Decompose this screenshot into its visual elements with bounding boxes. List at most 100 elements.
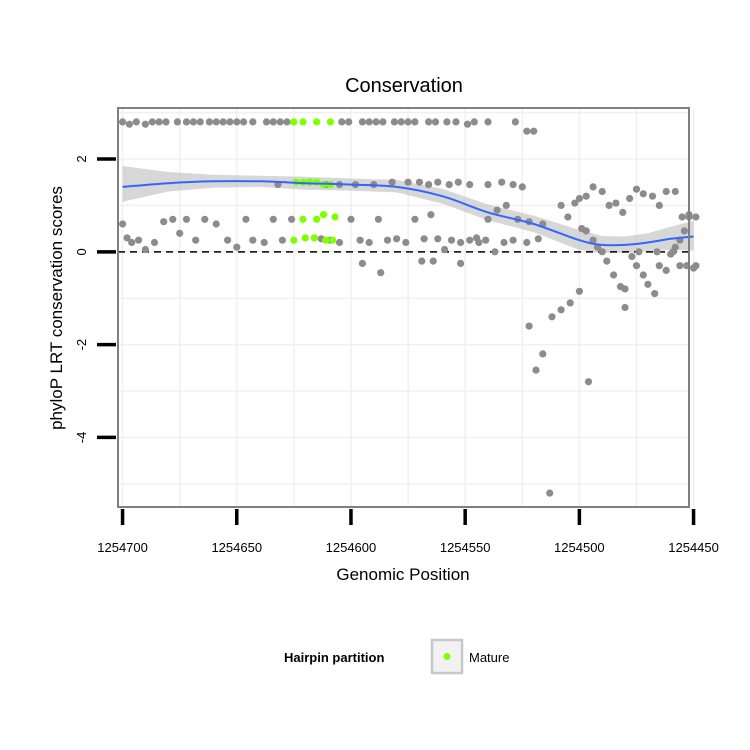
legend: Hairpin partition Mature xyxy=(284,638,509,675)
point-other xyxy=(548,313,556,321)
point-other xyxy=(434,178,442,186)
point-other xyxy=(605,201,613,209)
y-tick-label: -2 xyxy=(74,339,89,351)
point-other xyxy=(621,303,629,312)
x-tick-label: 1254600 xyxy=(326,540,377,555)
point-other xyxy=(692,213,700,221)
point-other xyxy=(132,118,140,126)
point-other xyxy=(445,181,453,189)
point-other xyxy=(655,262,663,270)
point-other xyxy=(619,208,627,216)
point-other xyxy=(347,215,355,223)
point-other xyxy=(402,238,410,247)
point-mature xyxy=(299,118,307,126)
panel-background xyxy=(118,108,689,507)
plot-panel xyxy=(117,107,700,508)
point-other xyxy=(582,227,590,235)
legend-key-mature xyxy=(443,653,451,660)
point-other xyxy=(388,178,396,186)
point-other xyxy=(429,257,437,265)
point-other xyxy=(680,227,689,235)
point-other xyxy=(482,236,490,244)
point-other xyxy=(374,215,382,223)
point-other xyxy=(621,285,629,293)
point-other xyxy=(454,178,462,186)
point-other xyxy=(484,118,492,126)
point-other xyxy=(612,199,620,207)
point-other xyxy=(676,262,684,270)
point-other xyxy=(169,215,177,223)
point-other xyxy=(509,236,517,244)
point-other xyxy=(653,248,661,256)
point-other xyxy=(390,118,398,126)
point-other xyxy=(466,181,474,189)
point-other xyxy=(484,215,492,223)
x-axis-title: Genomic Position xyxy=(336,565,469,584)
point-other xyxy=(473,234,481,242)
point-other xyxy=(603,257,611,265)
point-other xyxy=(192,236,200,244)
point-other xyxy=(262,118,271,126)
point-other xyxy=(511,118,519,126)
point-other xyxy=(276,118,284,126)
point-other xyxy=(226,118,234,126)
point-other xyxy=(404,118,412,126)
point-other xyxy=(589,183,597,191)
point-other xyxy=(692,262,700,270)
point-other xyxy=(162,118,170,126)
x-axis: 1254700 1254650 1254600 1254550 1254500 12544… xyxy=(97,509,719,555)
point-mature xyxy=(310,234,318,242)
point-other xyxy=(434,235,442,243)
confidence-ribbon xyxy=(122,166,694,253)
point-other xyxy=(463,120,472,128)
point-other xyxy=(141,245,149,254)
point-other xyxy=(182,118,191,126)
y-axis-title: phyloP LRT conservation scores xyxy=(47,186,66,430)
point-other xyxy=(632,262,641,270)
point-mature xyxy=(329,236,337,244)
point-other xyxy=(278,236,286,244)
point-other xyxy=(564,213,572,221)
point-other xyxy=(639,271,647,279)
point-other xyxy=(557,306,565,314)
grid-lines xyxy=(118,108,695,507)
y-axis: 2 0 -2 -4 xyxy=(74,155,116,443)
point-other xyxy=(457,238,465,247)
legend-title: Hairpin partition xyxy=(284,650,384,665)
point-other xyxy=(557,201,565,209)
point-other xyxy=(411,215,419,223)
point-mature xyxy=(301,234,309,242)
x-tick-label: 1254500 xyxy=(554,540,605,555)
point-other xyxy=(626,194,634,203)
point-other xyxy=(498,178,506,186)
y-tick-label: 2 xyxy=(74,155,89,162)
point-mature xyxy=(299,215,307,223)
point-mature xyxy=(313,118,321,126)
point-other xyxy=(141,120,149,128)
point-other xyxy=(196,118,204,126)
point-other xyxy=(283,118,291,126)
point-other xyxy=(155,118,163,126)
point-other xyxy=(635,248,643,256)
point-other xyxy=(176,229,184,237)
point-other xyxy=(233,118,241,126)
point-other xyxy=(452,118,460,126)
point-other xyxy=(338,118,346,126)
point-other xyxy=(365,118,373,126)
point-other xyxy=(379,118,387,126)
point-other xyxy=(128,238,136,247)
panel-border xyxy=(117,107,690,508)
point-other xyxy=(212,118,220,126)
point-other xyxy=(415,178,424,186)
point-other xyxy=(393,235,401,243)
point-other xyxy=(148,118,156,126)
point-other xyxy=(484,181,492,189)
point-other xyxy=(356,236,364,244)
point-mature xyxy=(290,118,298,126)
point-other xyxy=(500,238,508,247)
point-other xyxy=(671,187,679,196)
point-other xyxy=(224,236,232,244)
point-other xyxy=(249,236,257,244)
point-other xyxy=(425,181,433,189)
point-other xyxy=(123,234,131,242)
